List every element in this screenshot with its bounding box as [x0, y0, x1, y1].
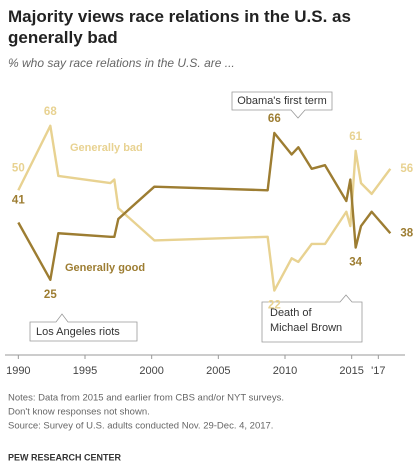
annotation-box [231, 91, 333, 119]
chart-title: Majority views race relations in the U.S… [8, 7, 351, 47]
x-tick-label: '17 [371, 365, 385, 377]
note: Source: Survey of U.S. adults conducted … [8, 421, 273, 432]
annotation-box [29, 313, 138, 342]
value-label: 61 [349, 131, 362, 143]
x-tick-label: 2005 [206, 365, 230, 377]
value-label: 22 [268, 300, 281, 312]
x-tick-label: 2015 [339, 365, 363, 377]
annotation: Los Angeles riots [36, 326, 120, 338]
value-label: 25 [44, 289, 57, 301]
x-tick-label: 1995 [73, 365, 97, 377]
value-label: 66 [268, 113, 281, 125]
value-label: 38 [400, 227, 413, 239]
line [17, 131, 392, 281]
line [17, 124, 392, 292]
annotation: Michael Brown [270, 322, 342, 334]
x-tick-label: 2000 [139, 365, 163, 377]
annotation: Obama's first term [237, 95, 327, 107]
note: Notes: Data from 2015 and earlier from C… [8, 393, 284, 404]
note: Don't know responses not shown. [8, 407, 150, 418]
series-label: Generally bad [70, 142, 143, 154]
chart-subtitle: % who say race relations in the U.S. are… [8, 56, 235, 70]
annotation: Death of [270, 307, 313, 319]
annotation-box [261, 294, 363, 343]
value-label: 68 [44, 106, 57, 118]
x-tick-label: 1990 [6, 365, 30, 377]
value-label: 34 [349, 257, 362, 269]
value-label: 41 [12, 195, 25, 207]
x-tick-label: 2010 [273, 365, 297, 377]
source: PEW RESEARCH CENTER [8, 452, 122, 462]
value-label: 50 [12, 162, 25, 174]
series-label: Generally good [65, 262, 145, 274]
value-label: 56 [400, 163, 413, 175]
